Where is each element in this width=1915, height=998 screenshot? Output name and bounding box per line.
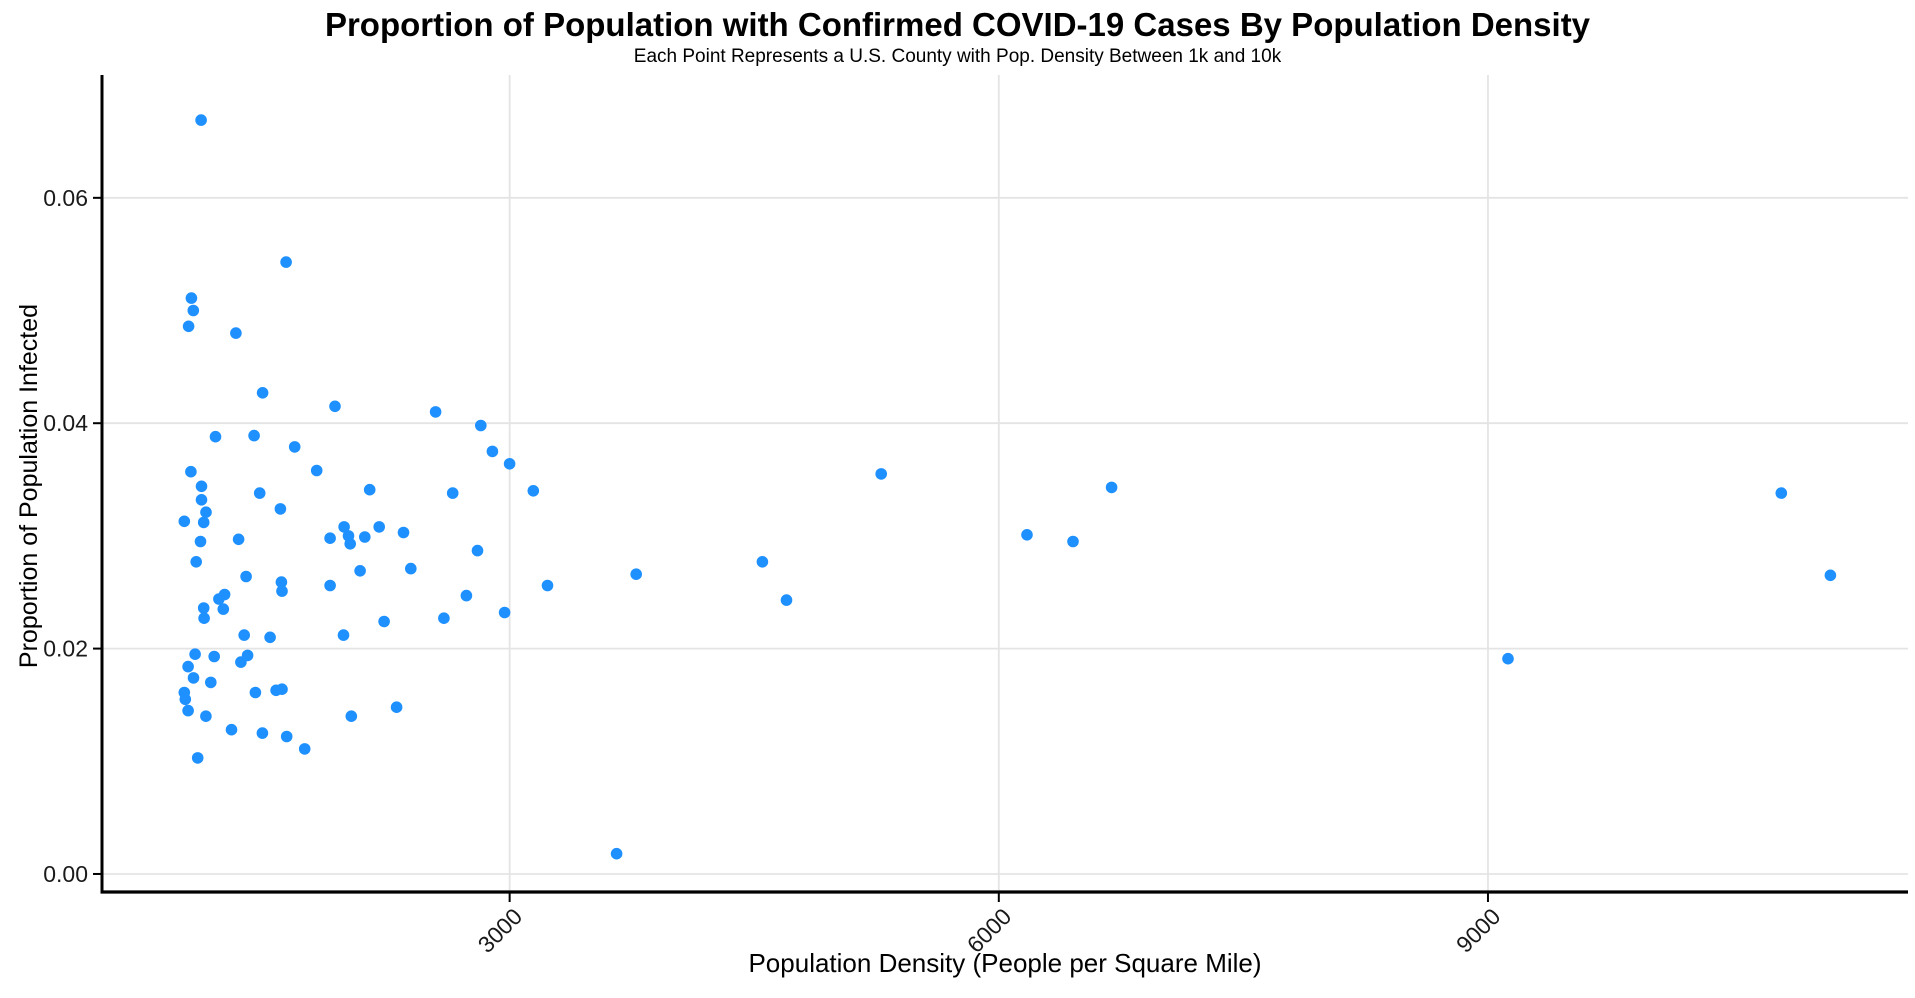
y-axis-title: Proportion of Population Infected [15,303,43,669]
data-point [405,562,417,575]
data-point [280,256,292,268]
data-point [390,701,403,713]
data-point [475,419,487,432]
data-point [185,292,198,304]
data-point [276,585,288,597]
data-point [200,710,212,722]
chart-subtitle: Each Point Represents a U.S. County with… [633,46,1282,67]
data-point [217,603,230,615]
data-point [324,532,336,544]
data-point [1775,487,1788,499]
data-point [198,612,210,624]
data-point [1824,569,1837,582]
y-tick-label: 0.02 [43,636,88,662]
data-point [275,576,288,588]
data-point [338,521,350,533]
data-point [310,464,323,477]
data-point [178,515,191,528]
data-point [373,521,386,533]
data-point [209,430,222,443]
data-point [225,723,238,736]
data-point [438,612,450,624]
data-point [429,406,442,418]
data-point [200,506,212,518]
data-point [197,602,210,614]
data-point [218,588,231,601]
data-point [756,556,769,568]
chart-title: Proportion of Population with Confirmed … [324,6,1591,43]
data-point [541,579,554,592]
data-point [187,304,200,317]
data-point [875,468,887,480]
y-tick-label: 0.00 [43,861,88,887]
data-point [249,686,262,699]
data-point [498,606,511,619]
data-point [397,526,410,539]
data-point [232,533,245,546]
data-point [230,327,242,339]
data-point [241,649,254,662]
data-point [1502,652,1514,665]
data-point [264,631,276,644]
data-point [298,743,311,755]
data-point [503,458,516,470]
data-point [179,693,192,706]
data-point [378,615,390,628]
data-point [1021,529,1033,541]
data-point [359,531,371,543]
data-point [288,441,301,453]
data-point [191,752,204,764]
data-point [248,429,260,442]
data-point [205,676,217,689]
data-point [274,503,287,515]
data-point [190,556,202,568]
data-point [780,594,793,606]
data-point [610,847,623,860]
y-tick-label: 0.06 [43,185,88,211]
data-point [363,483,376,496]
data-point [197,516,210,529]
data-point [471,544,484,557]
data-point [329,400,341,413]
data-point [527,485,540,497]
y-tick-label: 0.04 [43,410,88,436]
data-point [185,465,197,478]
data-point [276,683,288,695]
data-point [208,650,220,663]
data-point [195,114,207,126]
data-point [194,535,207,548]
data-point [630,568,642,580]
data-point [1067,535,1079,548]
data-point [238,629,250,641]
data-point [195,494,208,506]
data-point [256,387,269,399]
data-point [460,589,473,602]
data-point [253,487,266,499]
data-point [1105,481,1118,494]
data-point [345,710,358,722]
x-axis-title: Population Density (People per Square Mi… [748,948,1262,978]
data-point [337,629,350,641]
data-point [486,445,499,458]
data-point [182,320,195,333]
data-point [240,570,252,583]
data-point [187,672,200,684]
data-point [354,565,366,577]
data-point [195,480,208,493]
data-point [280,730,293,743]
data-point [182,704,194,717]
data-point [324,579,336,592]
data-point [256,727,269,739]
data-point [182,660,194,673]
data-point [344,538,357,550]
data-point [189,648,201,660]
data-point [446,487,459,499]
